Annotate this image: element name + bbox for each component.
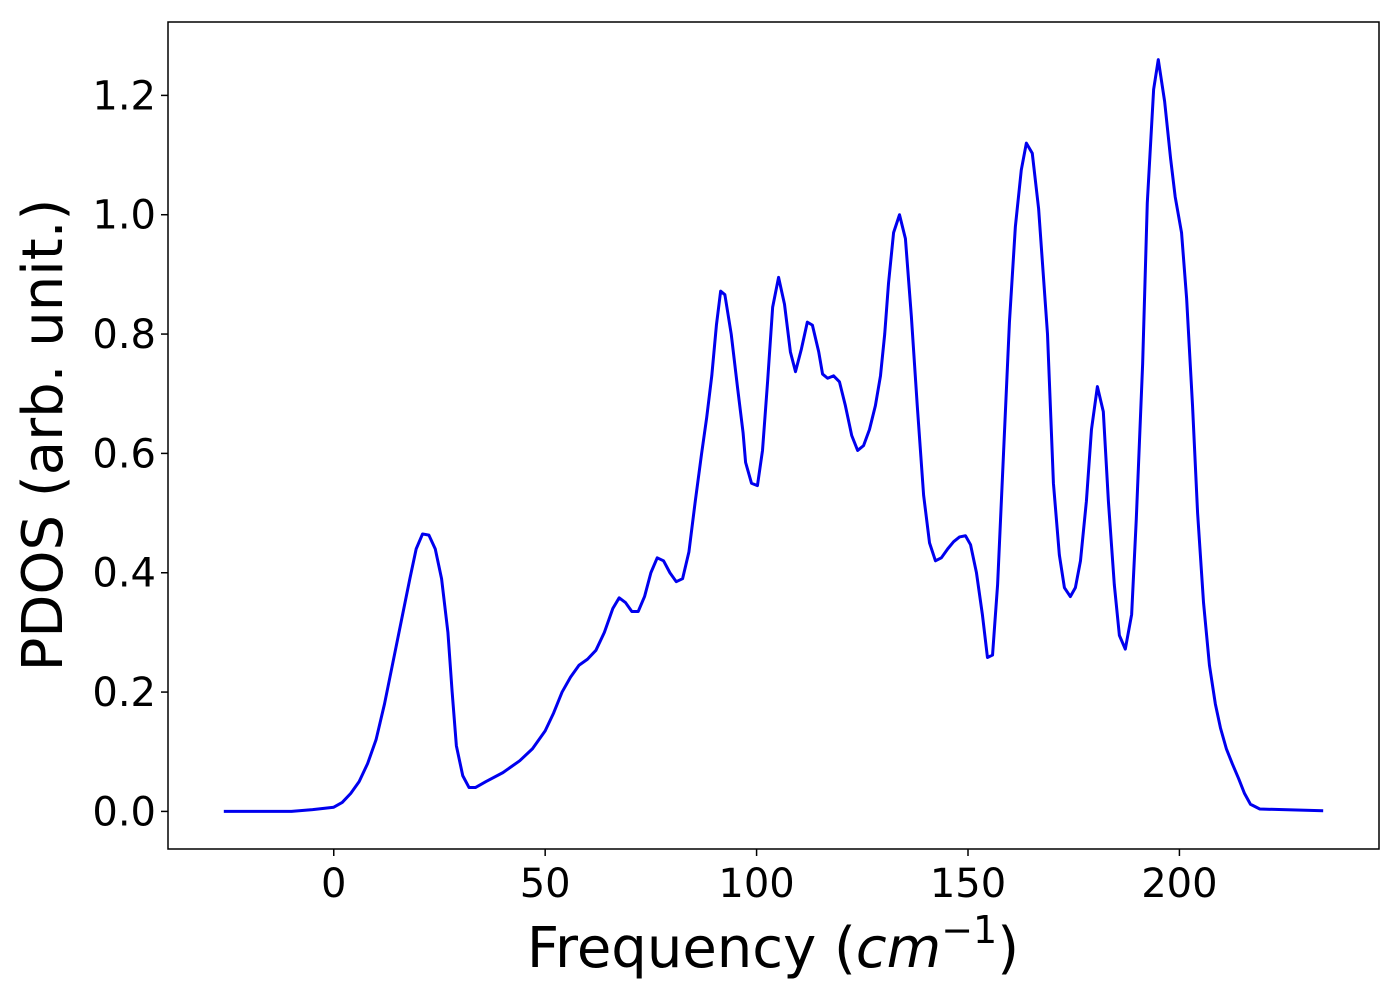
- y-tick-label: 0.6: [92, 431, 156, 477]
- x-tick-label: 100: [718, 861, 794, 907]
- plot-frame: [167, 21, 1380, 850]
- x-tick-label: 150: [930, 861, 1006, 907]
- y-tick-label: 0.0: [92, 789, 156, 835]
- x-label-suffix: ): [997, 916, 1019, 981]
- x-label-unit: cm: [856, 916, 941, 981]
- y-axis-label: PDOS (arb. unit.): [11, 199, 76, 672]
- x-tick-label: 50: [520, 861, 571, 907]
- y-tick-label: 0.8: [92, 312, 156, 358]
- x-label-exponent: −1: [941, 908, 997, 952]
- y-tick-label: 0.4: [92, 551, 156, 597]
- y-tick-label: 1.0: [92, 193, 156, 239]
- x-tick-label: 0: [321, 861, 346, 907]
- y-tick-label: 1.2: [92, 73, 156, 119]
- x-axis-label: Frequency (cm−1): [527, 908, 1019, 981]
- x-label-prefix: Frequency (: [527, 916, 856, 981]
- x-tick-label: 200: [1141, 861, 1217, 907]
- data-line: [223, 58, 1324, 813]
- y-tick-label: 0.2: [92, 670, 156, 716]
